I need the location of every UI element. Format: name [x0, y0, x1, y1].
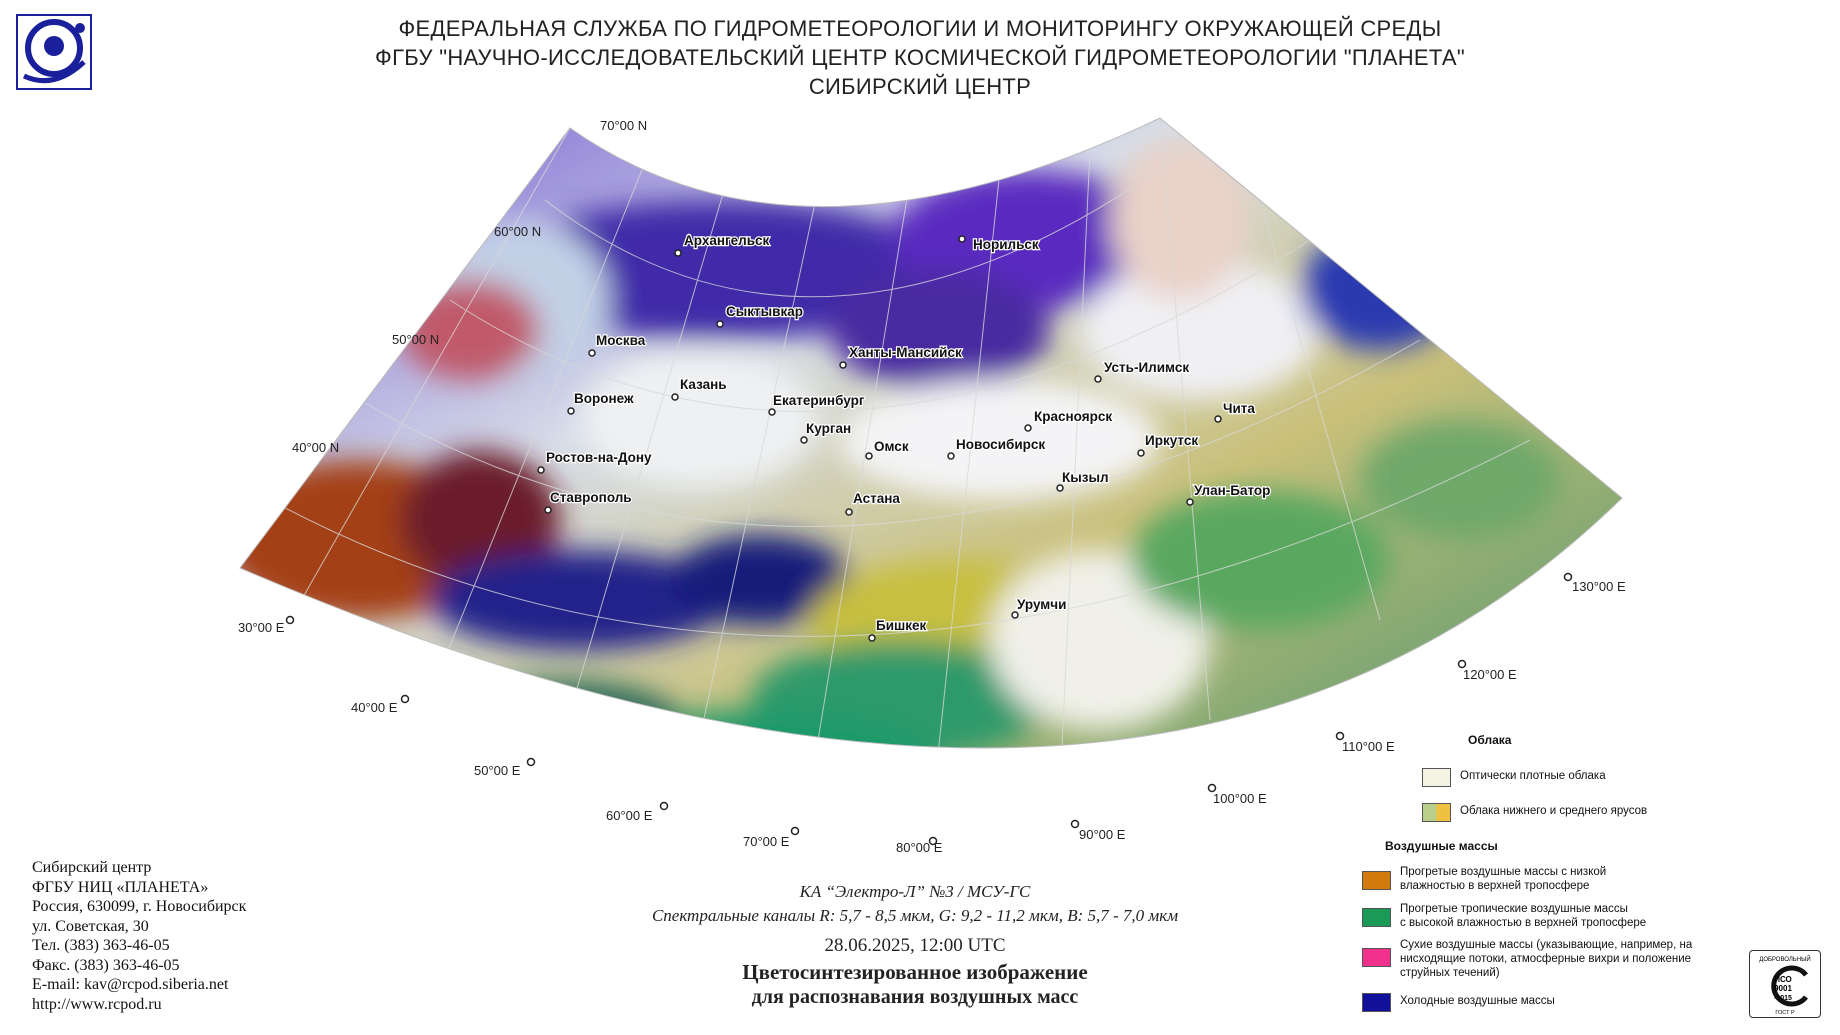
city-kyzyl: Кызыл [1062, 470, 1109, 485]
city-astana: Астана [853, 491, 900, 506]
caption: КА “Электро-Л” №3 / МСУ-ГС Спектральные … [560, 880, 1270, 1010]
city-voronezh: Воронеж [574, 391, 634, 406]
city-chita: Чита [1223, 401, 1255, 416]
contact-website[interactable]: http://www.rcpod.ru [32, 995, 162, 1013]
legend-label: Холодные воздушные массы [1400, 995, 1555, 1007]
legend-item-dense-clouds: Оптически плотные облака [1422, 768, 1606, 787]
lon-label-120: 120°00 E [1463, 667, 1517, 682]
legend-clouds-title: Облака [1468, 733, 1512, 747]
caption-title-2: для распознавания воздушных масс [751, 986, 1079, 1008]
contact-line-2: ФГБУ НИЦ «ПЛАНЕТА» [32, 878, 209, 896]
city-omsk: Омск [874, 439, 909, 454]
legend-label-line: Сухие воздушные массы (указывающие, напр… [1400, 939, 1693, 951]
iso-number: 9001 [1774, 984, 1792, 993]
caption-datetime: 28.06.2025, 12:00 UTC [824, 935, 1006, 956]
legend-label-line: нисходящие потоки, атмосферные вихри и п… [1400, 953, 1692, 965]
lat-label-70: 70°00 N [600, 118, 647, 133]
city-irkutsk: Иркутск [1145, 433, 1198, 448]
city-kazan: Казань [680, 377, 727, 392]
legend-label-line: Прогретые тропичеcкие воздушные массы [1400, 903, 1628, 915]
legend-air-title: Воздушные массы [1385, 839, 1498, 853]
imagery [240, 118, 1622, 748]
contact-line-4: ул. Советская, 30 [32, 917, 149, 935]
header: ФЕДЕРАЛЬНАЯ СЛУЖБА ПО ГИДРОМЕТЕОРОЛОГИИ … [0, 14, 1840, 101]
legend-label: Сухие воздушные массы (указывающие, напр… [1400, 938, 1692, 980]
city-novosibirsk: Новосибирск [956, 437, 1045, 452]
legend-item-warm-tropical: Прогретые тропичеcкие воздушные массы с … [1362, 902, 1646, 930]
contact-phone: Тел. (383) 363-46-05 [32, 937, 170, 954]
caption-title-1: Цветосинтезированное изображение [742, 960, 1088, 984]
legend-label: Прогретые воздушные массы с низкой влажн… [1400, 865, 1606, 893]
city-khanty-mansiysk: Ханты-Мансийск [849, 345, 962, 360]
contact-line-3: Россия, 630099, г. Новосибирск [32, 898, 247, 915]
city-kurgan: Курган [806, 421, 851, 436]
city-bishkek: Бишкек [876, 618, 927, 633]
legend-item-cold: Холодные воздушные массы [1362, 993, 1555, 1012]
legend-item-warm-dry: Прогретые воздушные массы с низкой влажн… [1362, 865, 1606, 893]
legend-swatch [1362, 908, 1391, 927]
caption-satellite: КА “Электро-Л” №3 / МСУ-ГС [799, 882, 1031, 901]
city-stavropol: Ставрополь [550, 490, 632, 505]
legend-label-line: влажностью в верхней тропосфере [1400, 880, 1590, 892]
legend-swatch [1362, 993, 1391, 1012]
city-krasnoyarsk: Красноярск [1034, 409, 1112, 424]
city-rostov: Ростов-на-Дону [546, 450, 652, 465]
caption-channels: Спектральные каналы R: 5,7 - 8,5 мкм, G:… [651, 906, 1179, 925]
contact-block: Сибирский центр ФГБУ НИЦ «ПЛАНЕТА» Росси… [32, 858, 246, 1014]
lat-label-50: 50°00 N [392, 332, 439, 347]
iso-year: -2015 [1774, 995, 1792, 1002]
lon-label-60: 60°00 E [606, 808, 653, 823]
city-urumqi: Урумчи [1017, 597, 1066, 612]
city-ulaanbaatar: Улан-Батор [1194, 483, 1270, 498]
iso-certification-badge: ДОБРОВОЛЬНЫЙ ИСО 9001 -2015 ГОСТ Р [1749, 950, 1821, 1018]
planeta-logo-icon [16, 14, 92, 90]
contact-fax: Факс. (383) 363-46-05 [32, 956, 180, 974]
lon-label-70: 70°00 E [743, 834, 790, 849]
city-norilsk: Норильск [973, 237, 1039, 252]
header-line-2: ФГБУ "НАУЧНО-ИССЛЕДОВАТЕЛЬСКИЙ ЦЕНТР КОС… [375, 45, 1465, 70]
legend-swatch [1362, 871, 1391, 890]
city-ust-ilimsk: Усть-Илимск [1104, 360, 1189, 375]
iso-top: ДОБРОВОЛЬНЫЙ [1759, 955, 1810, 963]
legend-item-low-mid-clouds: Облака нижнего и среднего ярусов [1422, 803, 1647, 822]
lon-label-30: 30°00 E [238, 620, 285, 635]
header-line-3: СИБИРСКИЙ ЦЕНТР [808, 74, 1032, 99]
header-line-1: ФЕДЕРАЛЬНАЯ СЛУЖБА ПО ГИДРОМЕТЕОРОЛОГИИ … [398, 16, 1442, 41]
city-moscow: Москва [596, 333, 646, 348]
legend-swatch [1422, 768, 1451, 787]
legend-label-line: с высокой влажностью в верхней тропосфер… [1400, 917, 1647, 929]
iso-bottom: ГОСТ Р [1775, 1010, 1795, 1016]
lat-label-60: 60°00 N [494, 224, 541, 239]
legend-label: Оптически плотные облака [1460, 770, 1606, 782]
legend-label: Прогретые тропичеcкие воздушные массы с … [1400, 902, 1646, 930]
legend-label-line: струйных течений) [1400, 967, 1500, 979]
legend-swatch [1362, 948, 1391, 967]
city-syktyvkar: Сыктывкар [726, 304, 803, 319]
lon-label-110: 110°00 E [1342, 739, 1395, 754]
city-yekaterinburg: Екатеринбург [773, 393, 865, 408]
legend-label-line: Прогретые воздушные массы с низкой [1400, 866, 1607, 878]
contact-email[interactable]: E-mail: kav@rcpod.siberia.net [32, 976, 229, 993]
lat-label-40: 40°00 N [292, 440, 339, 455]
lon-label-130: 130°00 E [1572, 579, 1626, 594]
city-arkhangelsk: Архангельск [684, 233, 770, 248]
legend-label: Облака нижнего и среднего ярусов [1460, 805, 1648, 817]
legend-item-dry: Сухие воздушные массы (указывающие, напр… [1362, 938, 1692, 980]
lon-label-50: 50°00 E [474, 763, 521, 778]
lon-label-40: 40°00 E [351, 700, 398, 715]
lon-label-100: 100°00 E [1213, 791, 1267, 806]
iso-name: ИСО [1774, 975, 1792, 984]
contact-line-1: Сибирский центр [32, 859, 152, 876]
legend-swatch [1422, 803, 1451, 822]
lon-label-90: 90°00 E [1079, 827, 1126, 842]
